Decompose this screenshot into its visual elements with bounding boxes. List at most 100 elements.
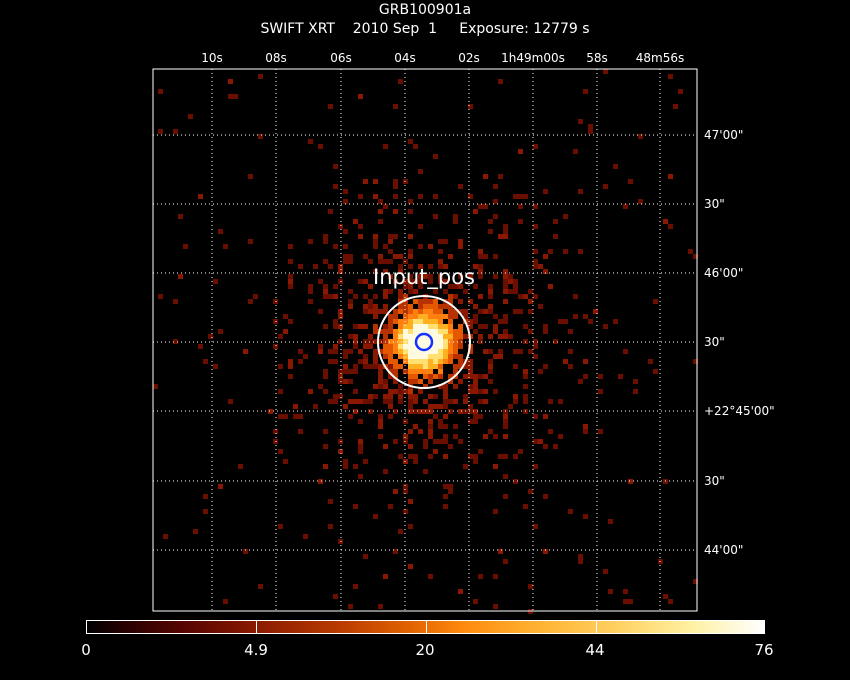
- count-pixel: [383, 379, 388, 384]
- count-pixel: [443, 384, 448, 389]
- count-pixel: [603, 69, 608, 74]
- count-pixel: [238, 464, 243, 469]
- count-pixel: [533, 344, 538, 349]
- count-pixel: [393, 254, 398, 259]
- image-subtitle: SWIFT XRT 2010 Sep 1 Exposure: 12779 s: [260, 21, 590, 37]
- count-pixel: [598, 389, 603, 394]
- ra-tick-label: 06s: [330, 51, 352, 65]
- count-pixel: [373, 384, 378, 389]
- count-pixel: [428, 339, 433, 344]
- count-pixel: [408, 394, 413, 399]
- count-pixel: [398, 349, 403, 354]
- count-pixel: [523, 374, 528, 379]
- count-pixel: [363, 359, 368, 364]
- count-pixel: [398, 304, 403, 309]
- count-pixel: [433, 194, 438, 199]
- count-pixel: [603, 324, 608, 329]
- count-pixel: [628, 179, 633, 184]
- count-pixel: [438, 354, 443, 359]
- count-pixel: [448, 354, 453, 359]
- count-pixel: [463, 464, 468, 469]
- count-pixel: [413, 364, 418, 369]
- count-pixel: [488, 369, 493, 374]
- count-pixel: [488, 284, 493, 289]
- count-pixel: [378, 259, 383, 264]
- count-pixel: [383, 289, 388, 294]
- count-pixel: [483, 309, 488, 314]
- count-pixel: [403, 304, 408, 309]
- count-pixel: [478, 269, 483, 274]
- count-pixel: [403, 484, 408, 489]
- count-pixel: [398, 389, 403, 394]
- count-pixel: [443, 314, 448, 319]
- count-pixel: [503, 274, 508, 279]
- count-pixel: [438, 304, 443, 309]
- count-pixel: [463, 334, 468, 339]
- count-pixel: [458, 339, 463, 344]
- count-pixel: [483, 399, 488, 404]
- count-pixel: [418, 169, 423, 174]
- count-pixel: [388, 399, 393, 404]
- count-pixel: [458, 439, 463, 444]
- count-pixel: [298, 414, 303, 419]
- ra-tick-label: 02s: [458, 51, 480, 65]
- count-pixel: [488, 359, 493, 364]
- count-pixel: [448, 489, 453, 494]
- count-pixel: [288, 259, 293, 264]
- count-pixel: [433, 314, 438, 319]
- count-pixel: [383, 344, 388, 349]
- count-pixel: [443, 404, 448, 409]
- count-pixel: [353, 584, 358, 589]
- count-pixel: [558, 399, 563, 404]
- count-pixel: [478, 399, 483, 404]
- count-pixel: [333, 349, 338, 354]
- count-pixel: [383, 444, 388, 449]
- count-pixel: [213, 279, 218, 284]
- count-pixel: [398, 344, 403, 349]
- count-pixel: [508, 289, 513, 294]
- count-pixel: [333, 594, 338, 599]
- count-pixel: [398, 329, 403, 334]
- count-pixel: [433, 309, 438, 314]
- count-pixel: [493, 434, 498, 439]
- count-pixel: [428, 394, 433, 399]
- count-pixel: [503, 329, 508, 334]
- count-pixel: [383, 349, 388, 354]
- count-pixel: [343, 379, 348, 384]
- count-pixel: [413, 459, 418, 464]
- count-pixel: [433, 374, 438, 379]
- count-pixel: [523, 384, 528, 389]
- count-pixel: [418, 324, 423, 329]
- plot-frame: [152, 68, 698, 612]
- count-pixel: [453, 334, 458, 339]
- coordinate-grid: [153, 69, 697, 611]
- count-pixel: [628, 599, 633, 604]
- count-pixel: [583, 514, 588, 519]
- colorbar-tick-label: 76: [754, 641, 774, 659]
- count-pixel: [413, 344, 418, 349]
- count-pixel: [343, 189, 348, 194]
- count-pixel: [453, 364, 458, 369]
- count-pixel: [373, 349, 378, 354]
- count-pixel: [418, 329, 423, 334]
- count-pixel: [453, 369, 458, 374]
- count-pixel: [488, 309, 493, 314]
- count-pixel: [543, 329, 548, 334]
- count-pixel: [338, 309, 343, 314]
- count-pixel: [383, 144, 388, 149]
- count-pixel: [333, 164, 338, 169]
- count-pixel: [578, 249, 583, 254]
- dec-tick-label: 30": [704, 335, 725, 349]
- count-pixel: [488, 219, 493, 224]
- count-pixel: [388, 414, 393, 419]
- count-pixel: [493, 509, 498, 514]
- count-pixel: [153, 384, 158, 389]
- count-pixel: [338, 369, 343, 374]
- count-pixel: [623, 589, 628, 594]
- count-pixel: [388, 404, 393, 409]
- count-pixel: [353, 339, 358, 344]
- count-pixel: [418, 309, 423, 314]
- count-pixel: [423, 324, 428, 329]
- count-pixel: [528, 299, 533, 304]
- count-pixel: [463, 394, 468, 399]
